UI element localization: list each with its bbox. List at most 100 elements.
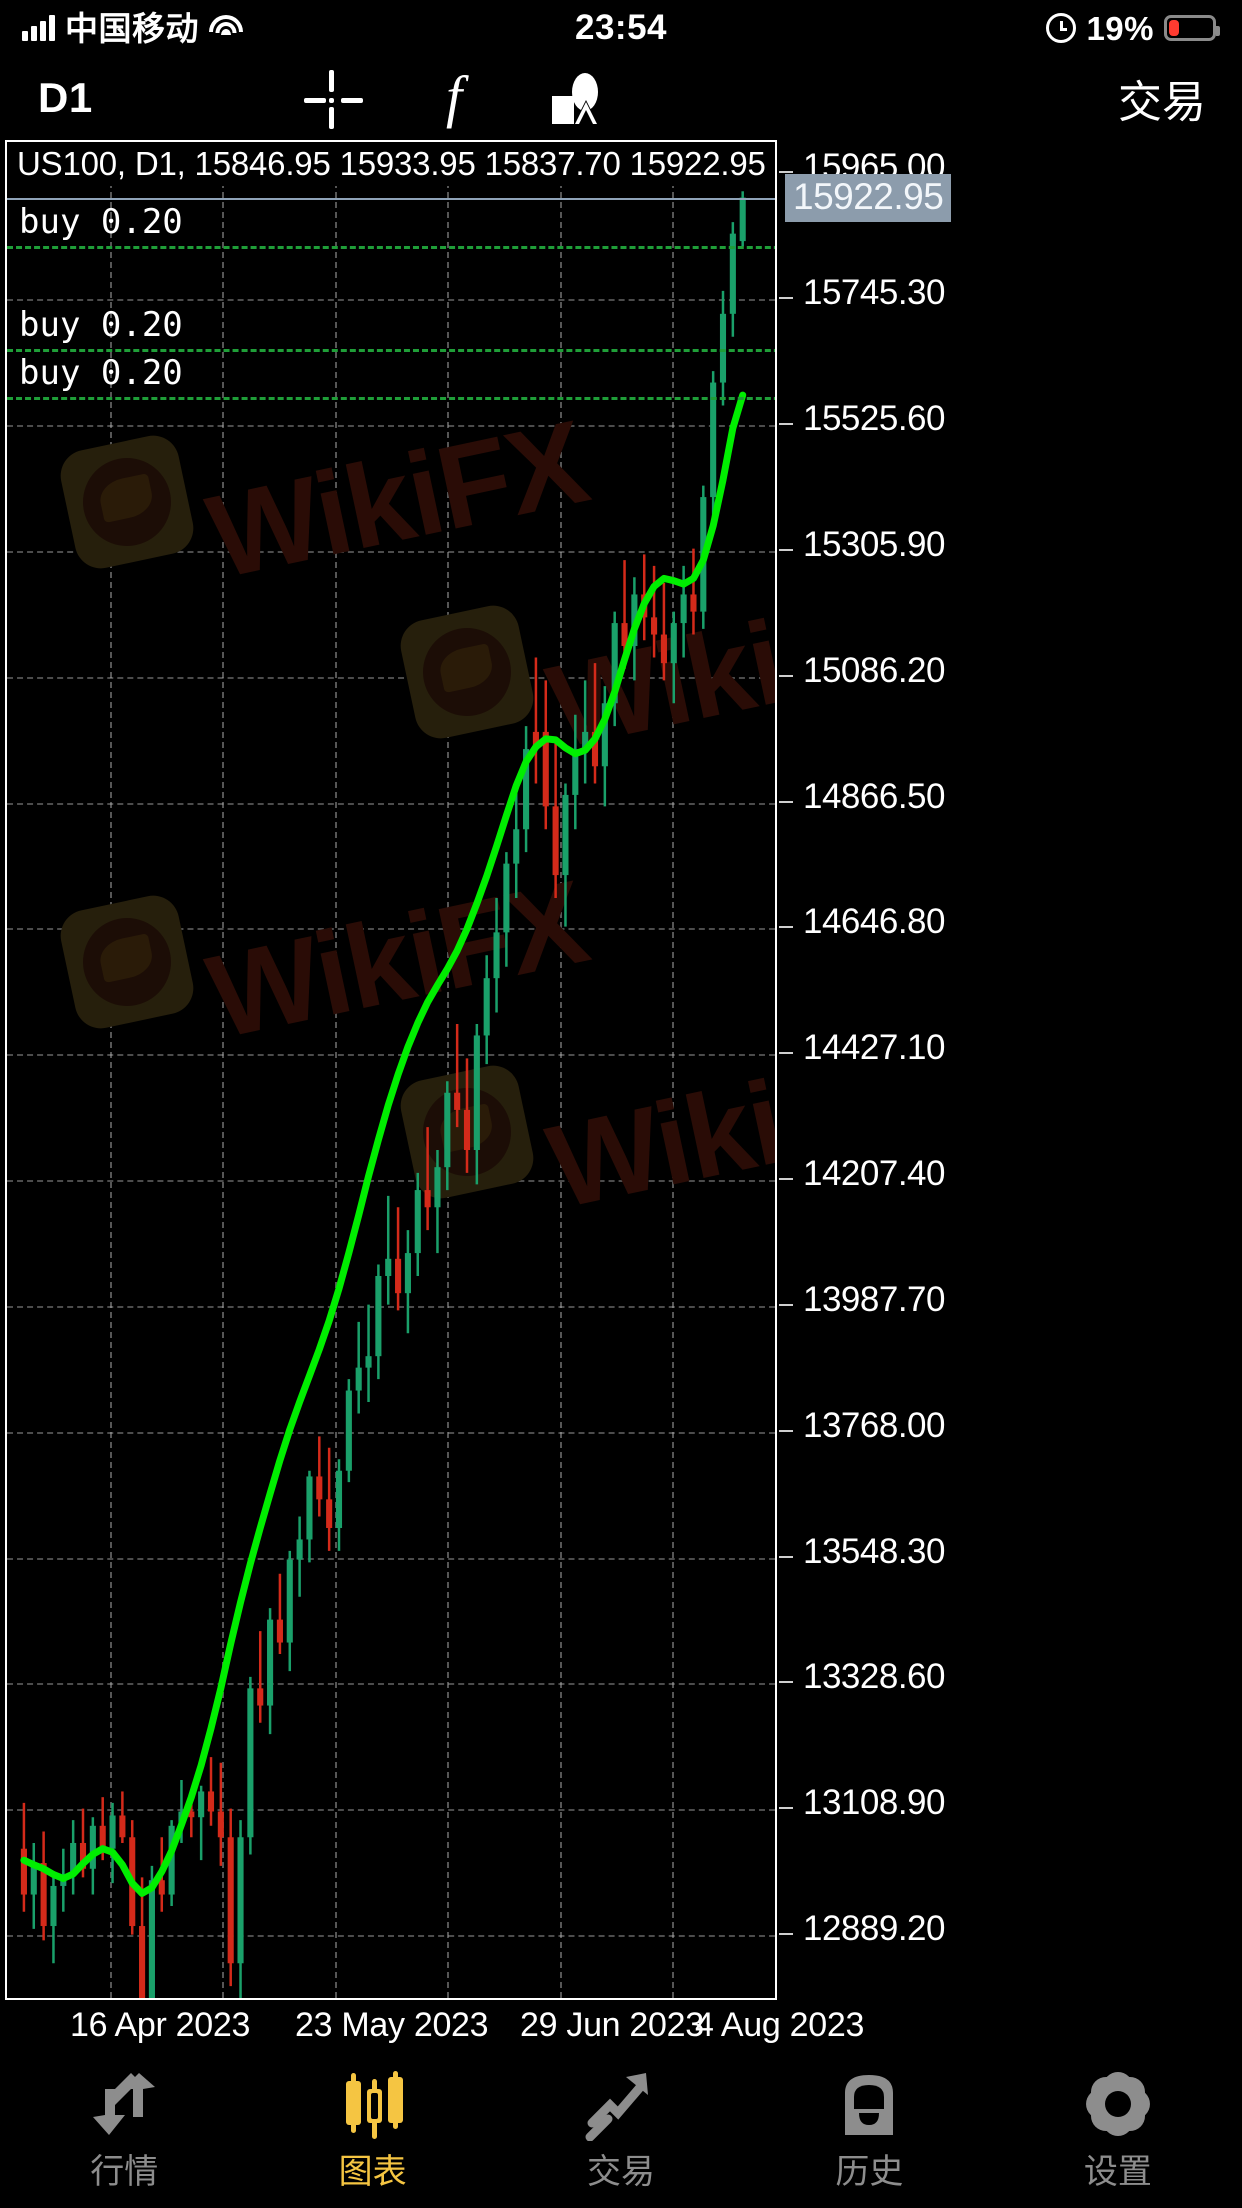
price-plot[interactable]: WikiFX WikiFX WikiFX WikiFX buy 0. <box>5 140 777 2000</box>
axis-tick <box>779 1681 793 1684</box>
price-axis-label: 13987.70 <box>803 1279 945 1319</box>
price-axis-label: 14207.40 <box>803 1154 945 1194</box>
axis-tick <box>779 297 793 300</box>
price-axis-label: 14866.50 <box>803 776 945 816</box>
gridline-v <box>672 142 674 1998</box>
alarm-clock-icon <box>1046 13 1077 43</box>
date-axis-label: 23 May 2023 <box>295 2006 489 2044</box>
gridline-h <box>7 1305 775 1308</box>
gridline-h <box>7 425 775 428</box>
chart-toolbar: D1 f 交易 <box>0 56 1242 140</box>
nav-item-settings[interactable]: 设置 <box>994 2048 1242 2208</box>
current-price-badge: 15922.95 <box>785 173 952 222</box>
axis-tick <box>779 926 793 929</box>
chart-header: US100, D1, 15846.95 15933.95 15837.70 15… <box>7 142 775 186</box>
price-axis[interactable]: 15965.00 15745.30 15525.60 15305.90 15086.20… <box>779 140 1242 2000</box>
position-line[interactable] <box>7 348 775 352</box>
gridline-v <box>559 142 562 1998</box>
gridline-v <box>222 142 224 1998</box>
price-axis-label: 13768.00 <box>803 1405 945 1445</box>
trade-arrow-icon <box>584 2067 658 2142</box>
axis-tick <box>779 1178 793 1181</box>
bottom-navigation: 行情 图表 交易 <box>0 2048 1242 2208</box>
carrier-name: 中国移动 <box>65 9 199 47</box>
nav-item-history[interactable]: 历史 <box>745 2048 993 2208</box>
position-label[interactable]: buy 0.20 <box>19 352 183 393</box>
nav-item-trade[interactable]: 交易 <box>497 2048 745 2208</box>
signal-bars-icon <box>22 15 55 41</box>
nav-item-charts[interactable]: 图表 <box>248 2048 496 2208</box>
gridline-h <box>7 676 775 679</box>
price-axis-label: 14427.10 <box>803 1028 945 1068</box>
price-axis-label: 13108.90 <box>803 1783 945 1823</box>
gridline-h <box>7 1935 775 1938</box>
axis-tick <box>779 171 793 174</box>
wifi-icon <box>209 15 243 41</box>
axis-tick <box>779 1303 793 1306</box>
price-axis-label: 13548.30 <box>803 1531 945 1571</box>
status-bar-right: 19% <box>1046 0 1220 56</box>
battery-percent: 19% <box>1086 9 1154 47</box>
history-mailbox-icon <box>832 2067 906 2141</box>
price-axis-label: 15745.30 <box>803 273 945 313</box>
position-line[interactable] <box>7 396 775 400</box>
status-bar-left: 中国移动 <box>22 0 243 56</box>
nav-label-charts: 图表 <box>338 2153 407 2191</box>
gridline-h <box>7 1431 775 1434</box>
axis-tick <box>779 1933 793 1936</box>
gridline-h <box>7 802 775 805</box>
status-bar: 中国移动 23:54 19% <box>0 0 1242 56</box>
gridline-h <box>7 550 775 553</box>
price-axis-label: 13328.60 <box>803 1657 945 1697</box>
status-bar-center: 23:54 <box>0 0 1242 56</box>
crosshair-icon[interactable] <box>300 66 364 130</box>
axis-tick <box>779 1555 793 1558</box>
chart-objects-icon[interactable] <box>544 66 608 130</box>
price-axis-label: 15525.60 <box>803 399 945 439</box>
current-price-line <box>7 197 775 200</box>
axis-tick <box>779 548 793 551</box>
gridline-h <box>7 1180 775 1183</box>
gridline-h <box>7 928 775 931</box>
position-line[interactable] <box>7 246 775 250</box>
position-label[interactable]: buy 0.20 <box>19 304 183 345</box>
toolbar-icon-group: f <box>300 56 620 140</box>
chart-area[interactable]: WikiFX WikiFX WikiFX WikiFX buy 0. <box>0 140 1242 2048</box>
gridline-h <box>7 1809 775 1812</box>
trade-button[interactable]: 交易 <box>1118 78 1206 127</box>
function-f-icon[interactable]: f <box>445 64 463 129</box>
gridline-h <box>7 1557 775 1560</box>
date-axis-label: 16 Apr 2023 <box>70 2006 251 2044</box>
gridline-h <box>7 1054 775 1057</box>
price-axis-label: 15305.90 <box>803 524 945 564</box>
axis-tick <box>779 423 793 426</box>
battery-low-icon <box>1164 15 1220 41</box>
gridline-v <box>109 142 112 1998</box>
nav-item-quotes[interactable]: 行情 <box>0 2048 248 2208</box>
nav-label-trade: 交易 <box>587 2153 656 2191</box>
price-axis-label: 14646.80 <box>803 902 945 942</box>
date-axis: 16 Apr 2023 23 May 2023 29 Jun 2023 4 Aug 2… <box>0 2002 1242 2048</box>
candlestick-series <box>20 191 747 1998</box>
date-axis-label: 29 Jun 2023 <box>520 2006 704 2044</box>
position-label[interactable]: buy 0.20 <box>19 202 183 243</box>
axis-tick <box>779 1807 793 1810</box>
chart-header-text: US100, D1, 15846.95 15933.95 15837.70 15… <box>17 145 766 182</box>
axis-tick <box>779 800 793 803</box>
quotes-arrows-icon <box>87 2067 161 2141</box>
candlestick-chart-icon <box>336 2067 410 2141</box>
nav-label-history: 历史 <box>835 2153 904 2191</box>
gridline-h <box>7 299 775 302</box>
nav-label-settings: 设置 <box>1083 2153 1152 2191</box>
axis-tick <box>779 1429 793 1432</box>
gear-icon <box>1081 2067 1155 2141</box>
gridline-v <box>334 142 337 1998</box>
price-axis-label: 12889.20 <box>803 1909 945 1949</box>
date-axis-label: 4 Aug 2023 <box>695 2006 865 2044</box>
axis-tick <box>779 1052 793 1055</box>
nav-label-quotes: 行情 <box>90 2153 159 2191</box>
gridline-h <box>7 1683 775 1686</box>
clock-time: 23:54 <box>574 8 668 47</box>
timeframe-button[interactable]: D1 <box>38 74 93 121</box>
axis-tick <box>779 674 793 677</box>
